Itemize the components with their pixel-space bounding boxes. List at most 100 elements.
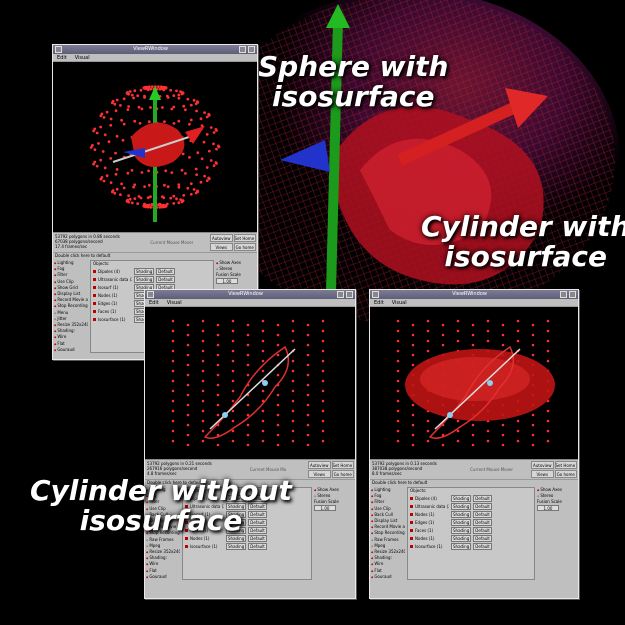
object-checkbox[interactable] [185,528,188,532]
option-toggle[interactable]: Display List [54,291,88,297]
object-checkbox[interactable] [410,520,413,524]
object-checkbox[interactable] [93,285,96,289]
option-toggle[interactable]: Use Clip [146,506,180,512]
minimize-icon[interactable] [560,291,567,298]
shading-menu[interactable]: Shading [451,542,472,550]
object-checkbox[interactable] [93,317,96,321]
shading-menu[interactable]: Shading [226,542,247,550]
option-toggle[interactable]: Shading: [54,328,88,334]
option-toggle[interactable]: Resize 352x240 [371,549,405,555]
fusion-scale-slider[interactable]: 1.00 [314,505,336,511]
option-toggle[interactable]: Gouraud [54,347,88,353]
minimize-icon[interactable] [239,46,246,53]
default-menu[interactable]: Default [473,526,492,534]
maximize-icon[interactable] [346,291,353,298]
menu-visual[interactable]: Visual [74,55,90,61]
default-menu[interactable]: Default [473,518,492,526]
viewer-window-sphere[interactable]: ViewRWindow Edit Visual 53792 polygons in 0… [52,44,258,360]
object-row[interactable]: Dipoles (4) Shading Default [91,267,213,275]
stereo-toggle[interactable]: Stereo [314,493,354,499]
option-toggle[interactable]: Filter [146,499,180,505]
render-viewport[interactable] [370,307,578,459]
object-checkbox[interactable] [93,293,96,297]
shading-menu[interactable]: Shading [226,526,247,534]
default-menu[interactable]: Default [248,510,267,518]
option-toggle[interactable]: Use Clip [54,279,88,285]
shading-menu[interactable]: Shading [134,275,155,283]
object-checkbox[interactable] [93,269,96,273]
option-toggle[interactable]: Mpeg [371,543,405,549]
maximize-icon[interactable] [569,291,576,298]
window-titlebar[interactable]: ViewRWindow [53,45,257,54]
default-hint[interactable]: Double click here to default [370,479,578,486]
default-hint[interactable]: Double click here to default [145,479,355,486]
viewer-window-cylinder-without[interactable]: ViewRWindow Edit Visual 53792 polygons in 0… [144,289,356,599]
object-checkbox[interactable] [93,277,96,281]
option-toggle[interactable]: Use Clip [371,506,405,512]
object-checkbox[interactable] [410,496,413,500]
views-button[interactable]: Views [308,470,331,478]
option-toggle[interactable]: Wire [54,334,88,340]
option-toggle[interactable]: Jitter [54,316,88,322]
object-checkbox[interactable] [93,309,96,313]
option-toggle[interactable]: Filter [371,499,405,505]
object-row[interactable]: Ultrasonic data (2) Shading Default [183,502,311,510]
stereo-toggle[interactable]: Stereo [537,493,577,499]
go-home-button[interactable]: Go home [331,470,354,478]
show-axes-toggle[interactable]: Show Axes [216,260,256,266]
window-titlebar[interactable]: ViewRWindow [145,290,355,299]
option-toggle[interactable]: Record Movie as: [54,297,88,303]
minimize-icon[interactable] [337,291,344,298]
menu-edit[interactable]: Edit [374,300,384,306]
option-toggle[interactable]: Menu [54,310,88,316]
window-menu-icon[interactable] [55,46,62,53]
object-row[interactable]: Dipoles (4) Shading Default [183,494,311,502]
option-toggle[interactable]: Record Movie as: [146,524,180,530]
default-menu[interactable]: Default [473,542,492,550]
option-toggle[interactable]: Record Movie as: [371,524,405,530]
autoview-button[interactable]: Autoview [210,234,233,242]
object-checkbox[interactable] [185,536,188,540]
shading-menu[interactable]: Shading [226,510,247,518]
menu-edit[interactable]: Edit [149,300,159,306]
shading-menu[interactable]: Shading [451,526,472,534]
option-toggle[interactable]: Flat [146,568,180,574]
default-menu[interactable]: Default [248,502,267,510]
default-menu[interactable]: Default [156,267,175,275]
option-toggle[interactable]: Gouraud [371,574,405,580]
option-toggle[interactable]: Stop Recording [54,303,88,309]
object-checkbox[interactable] [185,520,188,524]
default-menu[interactable]: Default [473,534,492,542]
default-menu[interactable]: Default [473,502,492,510]
option-toggle[interactable]: Back Cull [146,512,180,518]
option-toggle[interactable]: Resize 352x240 [54,322,88,328]
menu-edit[interactable]: Edit [57,55,67,61]
object-checkbox[interactable] [93,301,96,305]
set-home-view-button[interactable]: Set Home View [233,234,256,242]
option-toggle[interactable]: Shading: [146,555,180,561]
render-viewport[interactable] [53,62,257,232]
fusion-scale-slider[interactable]: 1.00 [537,505,559,511]
default-menu[interactable]: Default [473,510,492,518]
views-button[interactable]: Views [210,243,233,251]
option-toggle[interactable]: Wire [371,561,405,567]
object-checkbox[interactable] [185,512,188,516]
menu-visual[interactable]: Visual [166,300,182,306]
go-home-button[interactable]: Go home [233,243,256,251]
show-axes-toggle[interactable]: Show Axes [314,487,354,493]
object-checkbox[interactable] [185,544,188,548]
object-checkbox[interactable] [410,512,413,516]
default-menu[interactable]: Default [156,275,175,283]
option-toggle[interactable]: Lighting [54,260,88,266]
stereo-toggle[interactable]: Stereo [216,266,256,272]
shading-menu[interactable]: Shading [451,518,472,526]
shading-menu[interactable]: Shading [226,502,247,510]
option-toggle[interactable]: Stop Recording [371,530,405,536]
default-menu[interactable]: Default [248,542,267,550]
